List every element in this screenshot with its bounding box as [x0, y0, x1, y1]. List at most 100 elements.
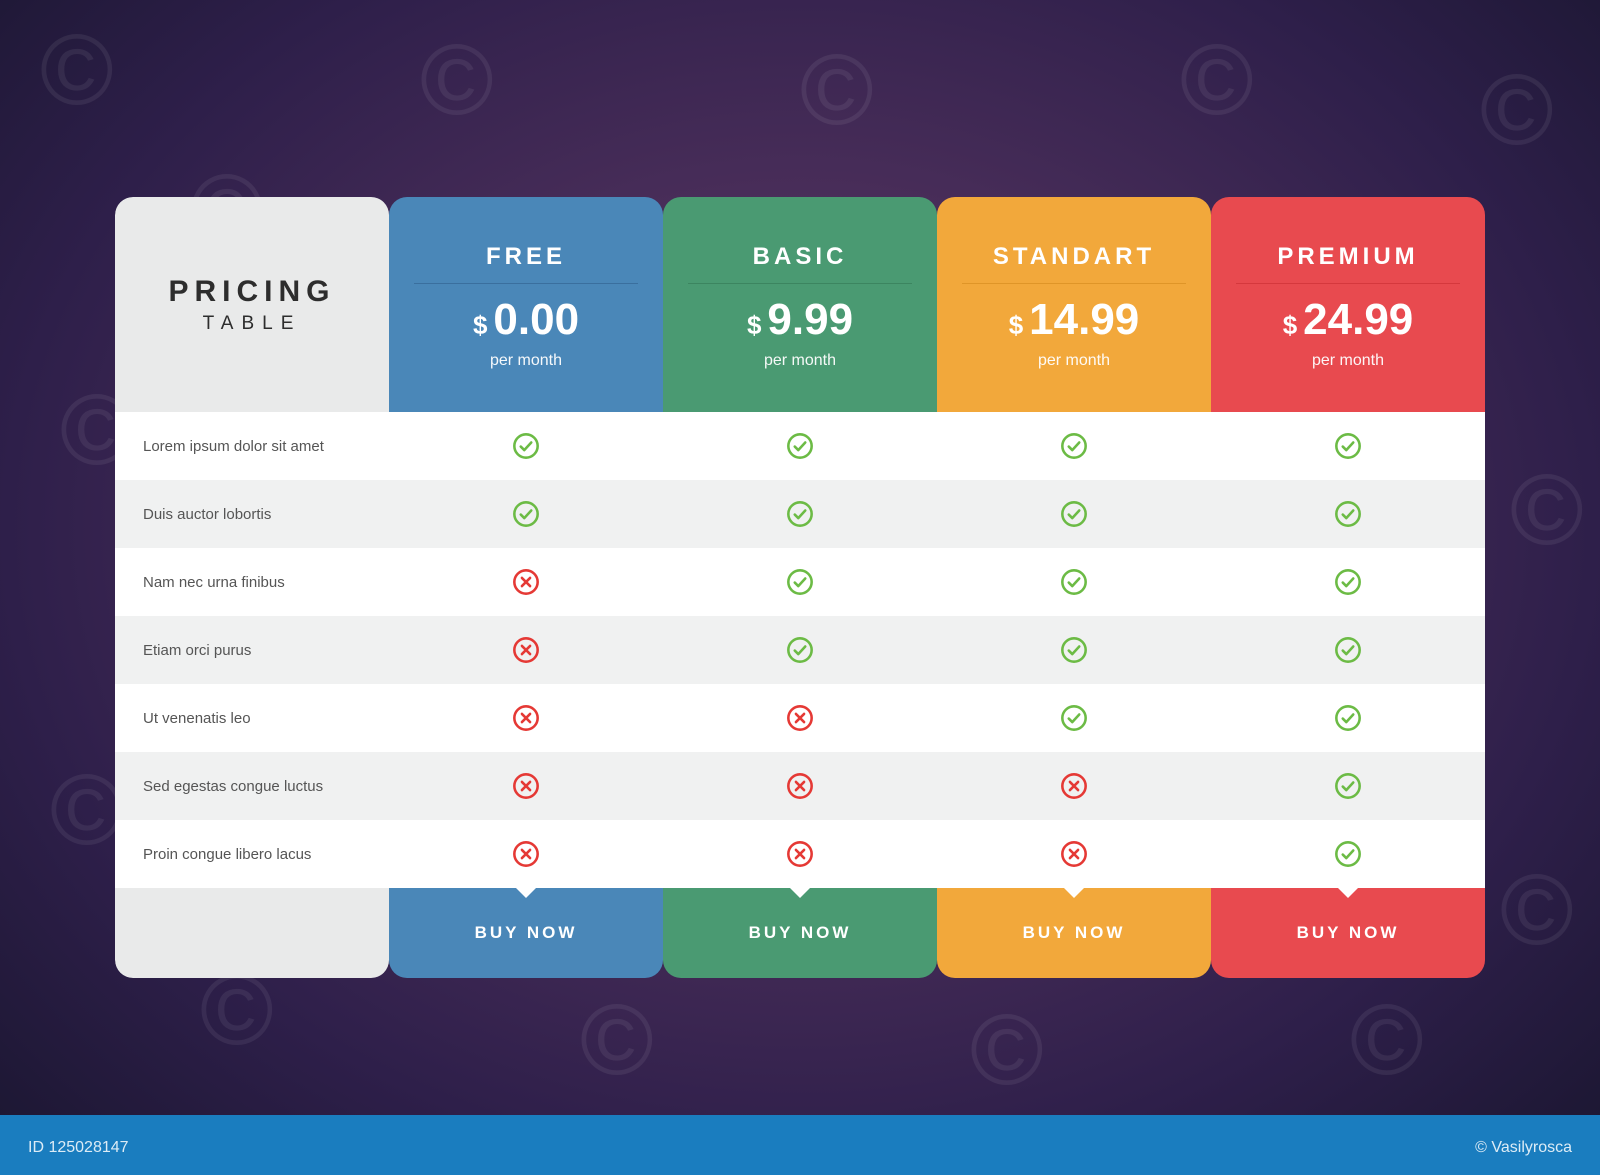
check-icon	[1334, 840, 1362, 868]
feature-cell	[1211, 684, 1485, 752]
plan-column-basic: BASIC $9.99 per month BUY NOW	[663, 197, 937, 978]
feature-cell	[1211, 548, 1485, 616]
plan-name: FREE	[486, 243, 566, 271]
plan-divider	[688, 283, 913, 284]
label-column: PRICING TABLE Lorem ipsum dolor sit amet…	[115, 197, 389, 978]
plan-period: per month	[764, 352, 836, 370]
check-icon	[512, 432, 540, 460]
plan-divider	[414, 283, 639, 284]
buy-now-button-standart[interactable]: BUY NOW	[937, 888, 1211, 978]
plan-divider	[1236, 283, 1461, 284]
buy-now-button-basic[interactable]: BUY NOW	[663, 888, 937, 978]
cta-label: BUY NOW	[475, 923, 578, 943]
plan-divider	[962, 283, 1187, 284]
feature-cell	[389, 548, 663, 616]
plan-head-basic: BASIC $9.99 per month	[663, 197, 937, 412]
feature-cell	[937, 480, 1211, 548]
feature-cell	[937, 684, 1211, 752]
plan-column-standart: STANDART $14.99 per month BUY NOW	[937, 197, 1211, 978]
plan-price: $9.99	[747, 298, 853, 342]
feature-cell	[937, 412, 1211, 480]
plan-name: STANDART	[993, 243, 1155, 271]
check-icon	[1334, 500, 1362, 528]
feature-cell	[1211, 752, 1485, 820]
cross-icon	[786, 704, 814, 732]
check-icon	[1334, 772, 1362, 800]
feature-cell	[663, 820, 937, 888]
pricing-title: PRICING	[168, 275, 335, 309]
label-head: PRICING TABLE	[115, 197, 389, 412]
feature-cell	[663, 548, 937, 616]
feature-label: Etiam orci purus	[115, 616, 389, 684]
check-icon	[1060, 432, 1088, 460]
plan-period: per month	[1312, 352, 1384, 370]
buy-now-button-free[interactable]: BUY NOW	[389, 888, 663, 978]
feature-cell	[389, 752, 663, 820]
plan-head-premium: PREMIUM $24.99 per month	[1211, 197, 1485, 412]
check-icon	[1334, 636, 1362, 664]
feature-label: Lorem ipsum dolor sit amet	[115, 412, 389, 480]
plan-name: PREMIUM	[1277, 243, 1418, 271]
buy-now-button-premium[interactable]: BUY NOW	[1211, 888, 1485, 978]
plan-currency: $	[747, 310, 761, 341]
feature-cell	[389, 820, 663, 888]
feature-cell	[1211, 412, 1485, 480]
feature-cell	[937, 548, 1211, 616]
cross-icon	[512, 636, 540, 664]
cross-icon	[512, 704, 540, 732]
check-icon	[786, 432, 814, 460]
plan-amount: 24.99	[1303, 298, 1413, 342]
feature-cell	[663, 616, 937, 684]
check-icon	[786, 500, 814, 528]
cross-icon	[1060, 772, 1088, 800]
cross-icon	[512, 568, 540, 596]
plan-name: BASIC	[753, 243, 848, 271]
plan-column-premium: PREMIUM $24.99 per month BUY NOW	[1211, 197, 1485, 978]
plan-period: per month	[490, 352, 562, 370]
feature-cell	[663, 412, 937, 480]
plan-price: $14.99	[1009, 298, 1140, 342]
feature-cell	[663, 752, 937, 820]
cta-label: BUY NOW	[1297, 923, 1400, 943]
feature-cell	[937, 820, 1211, 888]
check-icon	[1334, 704, 1362, 732]
feature-cell	[389, 480, 663, 548]
check-icon	[786, 568, 814, 596]
plan-currency: $	[473, 310, 487, 341]
feature-label: Nam nec urna finibus	[115, 548, 389, 616]
plan-price: $0.00	[473, 298, 579, 342]
cross-icon	[786, 772, 814, 800]
plan-currency: $	[1283, 310, 1297, 341]
check-icon	[1334, 432, 1362, 460]
feature-cell	[1211, 820, 1485, 888]
plan-amount: 14.99	[1029, 298, 1139, 342]
label-foot	[115, 888, 389, 978]
check-icon	[1060, 636, 1088, 664]
cross-icon	[512, 772, 540, 800]
plan-column-free: FREE $0.00 per month BUY NOW	[389, 197, 663, 978]
cross-icon	[786, 840, 814, 868]
pricing-table: PRICING TABLE Lorem ipsum dolor sit amet…	[115, 197, 1485, 978]
feature-cell	[937, 752, 1211, 820]
feature-label: Duis auctor lobortis	[115, 480, 389, 548]
feature-cell	[1211, 480, 1485, 548]
feature-cell	[389, 684, 663, 752]
cross-icon	[1060, 840, 1088, 868]
feature-cell	[663, 480, 937, 548]
feature-cell	[389, 616, 663, 684]
plan-head-standart: STANDART $14.99 per month	[937, 197, 1211, 412]
plan-price: $24.99	[1283, 298, 1414, 342]
feature-label: Sed egestas congue luctus	[115, 752, 389, 820]
pricing-subtitle: TABLE	[203, 313, 302, 335]
cross-icon	[512, 840, 540, 868]
check-icon	[512, 500, 540, 528]
plan-head-free: FREE $0.00 per month	[389, 197, 663, 412]
plan-currency: $	[1009, 310, 1023, 341]
cta-label: BUY NOW	[749, 923, 852, 943]
check-icon	[1060, 500, 1088, 528]
plan-period: per month	[1038, 352, 1110, 370]
check-icon	[786, 636, 814, 664]
cta-label: BUY NOW	[1023, 923, 1126, 943]
footer-strip	[0, 1115, 1600, 1175]
plan-amount: 0.00	[493, 298, 579, 342]
